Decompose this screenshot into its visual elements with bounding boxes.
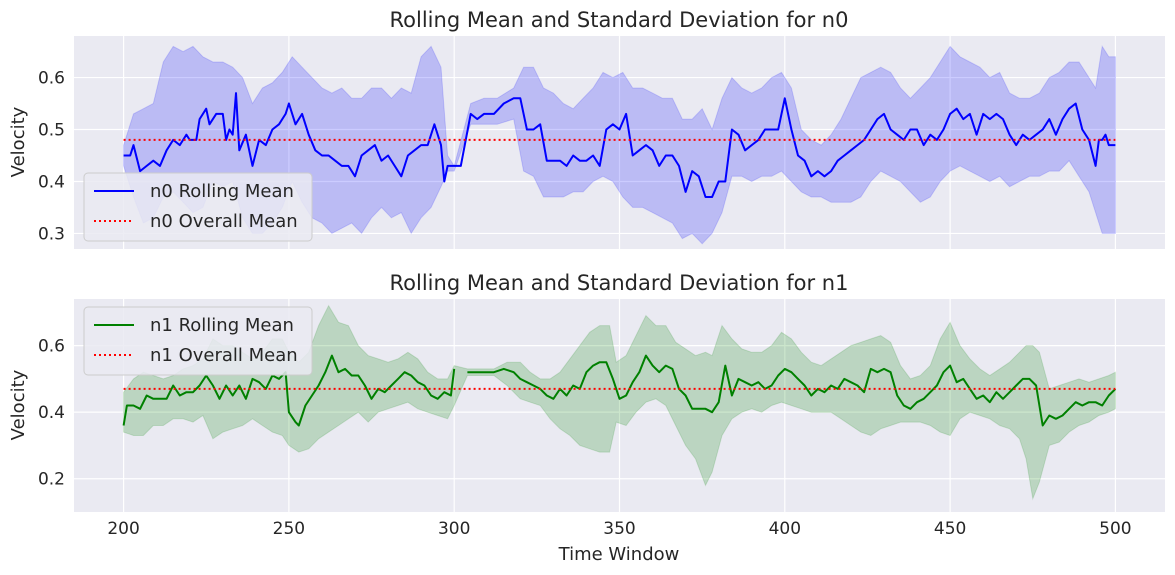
chart-title-n1: Rolling Mean and Standard Deviation for … [390,271,849,295]
legend-label-rolling-mean-n1: n1 Rolling Mean [150,315,294,336]
legend-label-rolling-mean-n0: n0 Rolling Mean [150,181,294,202]
x-axis-label: Time Window [558,544,680,565]
legend-n0: n0 Rolling Mean n0 Overall Mean [83,172,313,242]
y-tick-label: 0.2 [38,470,65,490]
legend-label-overall-mean-n1: n1 Overall Mean [150,345,298,366]
std-band-n1 [123,304,1116,501]
y-axis-label-n0: Velocity [8,106,29,177]
y-tick-labels-n1: 0.2 0.4 0.6 [38,337,65,490]
rolling-mean-line-n0 [123,92,1116,198]
y-tick-label: 0.3 [38,224,65,244]
y-axis-label-n1: Velocity [8,369,29,440]
y-tick-labels-n0: 0.3 0.4 0.5 0.6 [38,69,65,245]
legend-box-n0 [83,172,313,242]
y-tick-label: 0.4 [38,172,65,192]
x-tick-label: 250 [273,519,305,539]
y-tick-label: 0.6 [38,69,65,89]
x-tick-label: 350 [603,519,635,539]
y-tick-label: 0.5 [38,121,65,141]
x-tick-label: 200 [107,519,139,539]
legend-n1: n1 Rolling Mean n1 Overall Mean [83,306,313,376]
x-tick-label: 500 [1099,519,1131,539]
rolling-mean-line-n1 [122,354,1117,427]
x-tick-label: 300 [438,519,470,539]
chart-panel-n0: Rolling Mean and Standard Deviation for … [8,8,1165,249]
legend-label-overall-mean-n0: n0 Overall Mean [150,211,298,232]
x-tick-labels: 200 250 300 350 400 450 500 [107,519,1131,539]
x-tick-label: 400 [769,519,801,539]
x-tick-label: 450 [934,519,966,539]
y-tick-label: 0.6 [38,337,65,357]
y-tick-label: 0.4 [38,403,65,423]
legend-box-n1 [83,306,313,376]
chart-title-n0: Rolling Mean and Standard Deviation for … [390,8,849,32]
chart-panel-n1: Rolling Mean and Standard Deviation for … [8,271,1165,565]
